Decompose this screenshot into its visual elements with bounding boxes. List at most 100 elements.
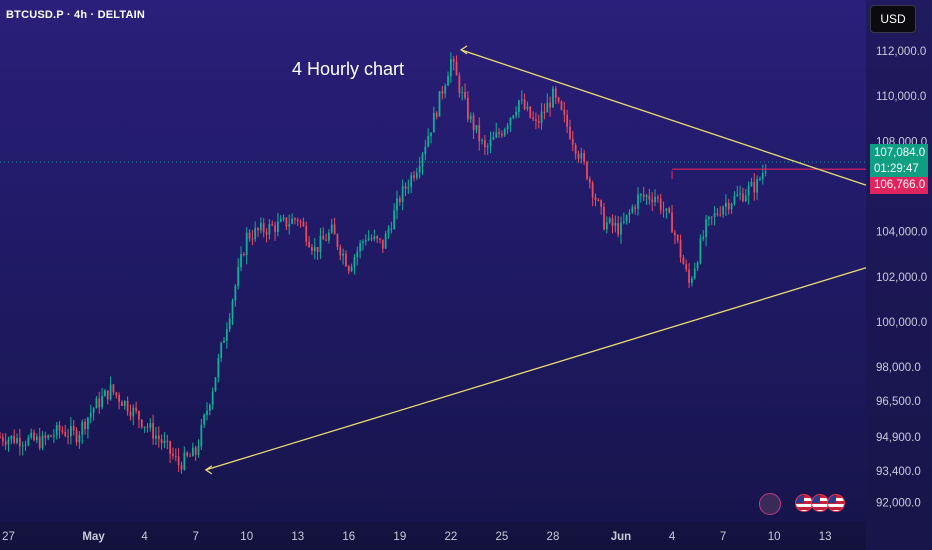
candle-body	[574, 144, 577, 154]
y-tick-label: 98,000.0	[876, 362, 921, 374]
candle-body	[466, 97, 469, 120]
candle-body	[642, 194, 645, 197]
candle-body	[177, 456, 180, 466]
candle-body	[143, 426, 146, 428]
candle-body	[350, 266, 353, 272]
y-tick-label: 94,900.0	[876, 432, 921, 444]
candle-body	[364, 240, 367, 242]
candle-body	[214, 377, 217, 392]
candle-body	[325, 239, 327, 241]
candle-body	[492, 137, 495, 140]
candle-body	[7, 439, 10, 445]
candle-body	[251, 238, 254, 240]
candle-body	[484, 140, 486, 148]
candle-body	[285, 217, 288, 227]
candle-body	[106, 390, 109, 400]
trendline-lower[interactable]	[205, 267, 867, 471]
candle-body	[319, 235, 322, 252]
candle-body	[424, 146, 427, 155]
x-tick-label: 25	[496, 531, 509, 543]
candle-body	[67, 436, 69, 438]
candle-body	[109, 384, 112, 400]
candle-body	[359, 243, 362, 252]
candle-body	[27, 437, 30, 445]
candle-body	[61, 430, 64, 432]
candle-body	[373, 236, 376, 240]
candle-body	[328, 232, 330, 241]
candle-body	[58, 425, 61, 431]
candle-body	[739, 193, 741, 195]
candle-body	[376, 236, 379, 239]
candle-body	[166, 440, 169, 442]
candle-body	[16, 437, 18, 443]
candle-body	[676, 235, 679, 241]
candle-body	[13, 435, 16, 443]
candle-body	[288, 223, 291, 227]
candle-body	[35, 436, 38, 440]
candle-body	[563, 109, 566, 115]
candle-body	[506, 125, 509, 130]
candle-body	[149, 423, 152, 428]
us-flag-icon[interactable]	[795, 494, 813, 512]
candle-body	[577, 153, 580, 159]
candle-body	[268, 224, 271, 235]
us-flag-icon[interactable]	[827, 494, 845, 512]
candle-body	[24, 444, 27, 446]
candle-body	[495, 132, 498, 138]
candle-body	[509, 117, 512, 126]
candle-body	[384, 233, 387, 249]
candle-body	[98, 398, 101, 408]
candle-body	[123, 400, 126, 406]
flash-icon[interactable]	[759, 493, 781, 515]
candle-body	[189, 455, 191, 457]
candle-body	[438, 91, 441, 117]
candle-body	[699, 238, 702, 263]
candle-body	[330, 224, 333, 233]
candle-body	[410, 175, 413, 188]
candle-body	[654, 197, 656, 203]
candle-body	[475, 125, 478, 131]
x-tick-label: Jun	[611, 531, 631, 543]
candle-body	[432, 112, 435, 133]
candle-body	[387, 229, 390, 234]
candle-body	[418, 166, 421, 173]
candle-body	[339, 246, 342, 256]
candle-body	[21, 445, 24, 447]
candle-body	[401, 186, 404, 203]
candle-body	[691, 278, 693, 283]
candle-body	[571, 138, 574, 145]
x-tick-label: 13	[819, 531, 832, 543]
y-tick-label: 112,000.0	[876, 46, 926, 58]
candle-body	[52, 435, 55, 437]
candle-body	[520, 99, 523, 101]
candle-body	[625, 214, 628, 222]
candle-body	[186, 452, 189, 456]
candle-body	[761, 173, 764, 179]
candle-body	[242, 253, 245, 256]
candle-body	[591, 182, 594, 198]
candle-body	[291, 218, 293, 224]
trendline-upper[interactable]	[460, 49, 867, 186]
candle-body	[498, 132, 500, 134]
currency-button[interactable]: USD	[870, 5, 916, 33]
candle-body	[75, 430, 78, 443]
candle-body	[336, 234, 339, 247]
x-tick-label: 13	[291, 531, 304, 543]
last-price-label: 107,084.0 01:29:47	[870, 144, 928, 178]
candle-body	[112, 384, 115, 393]
candle-body	[566, 114, 569, 127]
candle-body	[322, 235, 325, 240]
candle-body	[543, 111, 546, 113]
candle-body	[135, 407, 137, 412]
candle-body	[648, 195, 651, 200]
candle-body	[532, 117, 534, 120]
candle-body	[174, 455, 177, 457]
candle-body	[393, 210, 396, 230]
candle-body	[206, 410, 208, 415]
candle-body	[180, 465, 183, 470]
candle-body	[651, 199, 654, 203]
candle-body	[234, 285, 237, 301]
candle-body	[294, 218, 296, 220]
candle-body	[302, 222, 305, 227]
